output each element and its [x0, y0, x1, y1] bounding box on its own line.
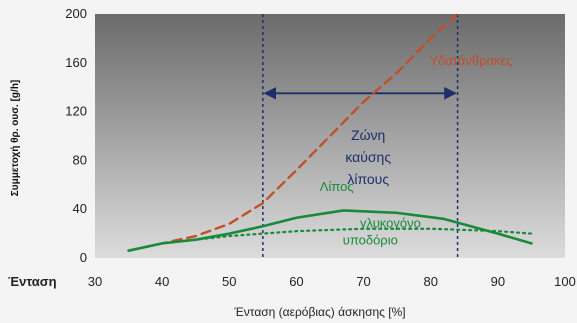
- series-annotation-3: υποδόριο: [343, 233, 398, 248]
- series-lines: [127, 12, 533, 252]
- x-tick-label-70: 70: [356, 274, 370, 289]
- x-tick-label-90: 90: [491, 274, 505, 289]
- y-tick-label-80: 80: [73, 152, 87, 167]
- series-annotation-1: Λίπος: [320, 179, 354, 194]
- y-axis-label: Συμμετοχή θρ. ουσ. [g/h]: [10, 80, 21, 197]
- x-tick-labels: 30 40 50 60 70 80 90 100: [88, 274, 576, 289]
- fat-burning-zone: Ζώνη καύσης λίπους: [262, 14, 459, 258]
- x-axis-label: Ένταση (αερόβιας) άσκησης [%]: [233, 305, 405, 319]
- y-tick-label-120: 120: [65, 104, 87, 119]
- x-tick-label-40: 40: [155, 274, 169, 289]
- y-tick-label-200: 200: [65, 6, 87, 21]
- x-tick-label-30: 30: [88, 274, 102, 289]
- series-annotations: Υδατάνθρακες Λίπος γλυκογόνο υποδόριο: [320, 53, 513, 247]
- x-axis-row-label: Ένταση: [8, 274, 57, 289]
- y-tick-label-40: 40: [73, 201, 87, 216]
- series-line-0: [127, 12, 459, 252]
- x-tick-label-50: 50: [222, 274, 236, 289]
- y-tick-label-160: 160: [65, 55, 87, 70]
- y-tick-labels: 0 40 80 120 160 200: [65, 6, 87, 265]
- y-tick-label-0: 0: [80, 250, 87, 265]
- zone-label-line-2: καύσης: [345, 149, 391, 165]
- x-tick-label-60: 60: [289, 274, 303, 289]
- zone-label-line-3: λίπους: [347, 171, 389, 187]
- series-annotation-2: γλυκογόνο: [360, 216, 421, 231]
- x-tick-label-80: 80: [423, 274, 437, 289]
- series-annotation-0: Υδατάνθρακες: [429, 53, 512, 68]
- x-tick-label-100: 100: [554, 274, 576, 289]
- series-line-2: [127, 227, 533, 252]
- zone-label-line-1: Ζώνη: [351, 127, 385, 143]
